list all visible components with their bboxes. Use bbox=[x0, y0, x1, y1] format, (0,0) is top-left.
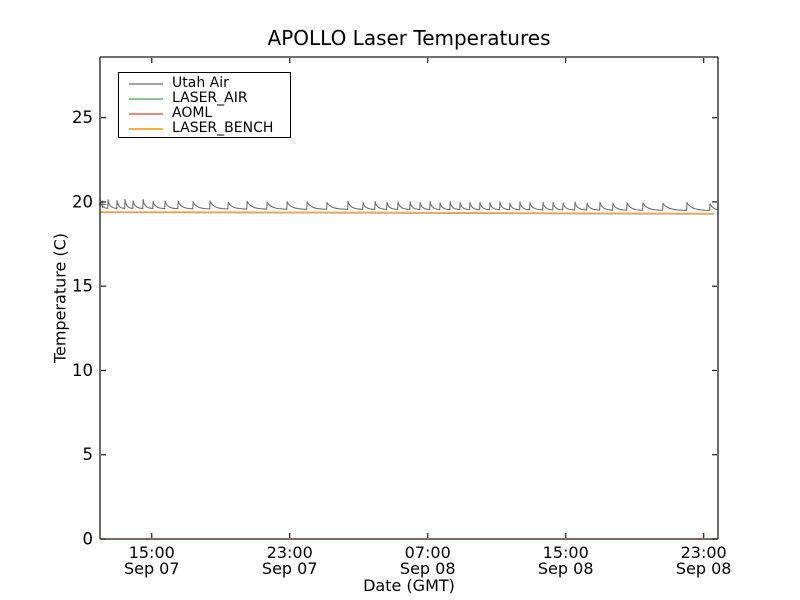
legend-label-utah-air: Utah Air bbox=[172, 75, 229, 91]
legend: Utah Air LASER_AIR AOML LASER_BENCH bbox=[118, 72, 291, 138]
legend-item-laser-bench: LASER_BENCH bbox=[129, 121, 290, 136]
y-tick-label: 0 bbox=[83, 530, 94, 549]
x-axis-label: Date (GMT) bbox=[363, 576, 455, 595]
x-tick-label-date: Sep 08 bbox=[400, 559, 456, 578]
legend-line-sample-laser-bench bbox=[129, 127, 163, 130]
series-laser-bench-line bbox=[100, 211, 715, 214]
legend-label-aoml: AOML bbox=[172, 105, 213, 121]
legend-label-laser-bench: LASER_BENCH bbox=[172, 120, 274, 136]
x-tick-label-date: Sep 07 bbox=[262, 559, 318, 578]
legend-label-laser-air: LASER_AIR bbox=[172, 90, 248, 106]
series-utah-air-line bbox=[100, 198, 718, 212]
x-tick-label-time: 23:00 bbox=[681, 543, 727, 562]
y-tick-label: 20 bbox=[72, 192, 93, 211]
legend-line-sample-laser-air bbox=[129, 97, 163, 100]
legend-item-laser-air: LASER_AIR bbox=[129, 91, 290, 106]
legend-item-aoml: AOML bbox=[129, 106, 290, 121]
y-tick-label: 10 bbox=[72, 361, 93, 380]
x-tick-label-date: Sep 07 bbox=[124, 559, 180, 578]
chart-title: APOLLO Laser Temperatures bbox=[267, 26, 551, 50]
x-tick-label-time: 07:00 bbox=[405, 543, 451, 562]
x-tick-label-time: 15:00 bbox=[543, 543, 589, 562]
x-tick-label-time: 15:00 bbox=[129, 543, 175, 562]
legend-item-utah-air: Utah Air bbox=[129, 76, 290, 91]
legend-line-sample-utah-air bbox=[129, 82, 163, 85]
x-tick-label-date: Sep 08 bbox=[676, 559, 732, 578]
legend-line-sample-aoml bbox=[129, 112, 163, 115]
x-tick-label-time: 23:00 bbox=[267, 543, 313, 562]
y-tick-label: 15 bbox=[72, 277, 93, 296]
y-tick-label: 25 bbox=[72, 108, 93, 127]
x-tick-label-date: Sep 08 bbox=[538, 559, 594, 578]
y-tick-label: 5 bbox=[83, 445, 94, 464]
